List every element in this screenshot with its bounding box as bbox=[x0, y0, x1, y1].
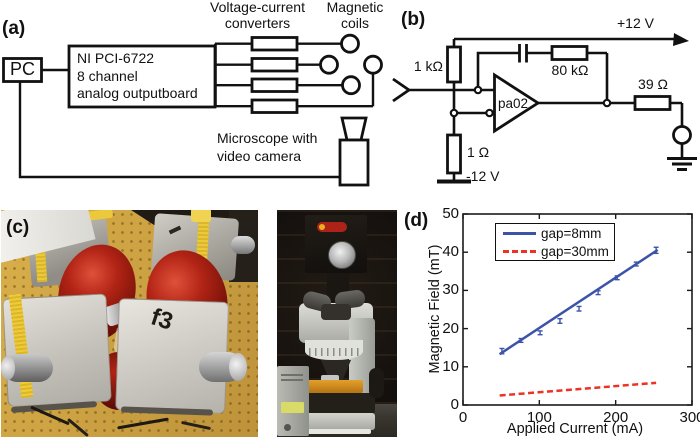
wires-converters-coils bbox=[297, 42, 375, 108]
x-tick-label: 0 bbox=[458, 409, 468, 426]
resistor-1k-label: 1 kΩ bbox=[413, 58, 443, 74]
magnetic-field-chart: gap=8mm gap=30mm Applied Current (mA) Ma… bbox=[427, 205, 700, 442]
supply-positive-label: +12 V bbox=[617, 15, 654, 31]
wire-feedback bbox=[476, 51, 609, 103]
y-tick-label: 20 bbox=[442, 319, 459, 337]
y-tick-label: 10 bbox=[442, 357, 459, 375]
panel-b-diagram bbox=[392, 33, 697, 184]
focus-knob bbox=[369, 368, 384, 398]
opamp-triangle bbox=[493, 72, 541, 134]
schematic-linework bbox=[2, 33, 697, 187]
shaft-cap-front-right bbox=[229, 353, 247, 381]
junction-output bbox=[602, 98, 612, 108]
motor-shaft-back-right bbox=[231, 236, 255, 254]
x-tick-label: 200 bbox=[603, 409, 629, 426]
resistor-80k bbox=[550, 45, 589, 61]
camera-body-icon bbox=[338, 138, 370, 187]
panel-a-diagram bbox=[2, 33, 383, 187]
converter-1 bbox=[250, 36, 299, 52]
microscope-photo bbox=[277, 210, 397, 437]
junction-inverting bbox=[473, 85, 483, 95]
converters-label: Voltage-current converters bbox=[210, 0, 305, 31]
legend-label: gap=30mm bbox=[541, 243, 609, 259]
camera-logo-badge bbox=[317, 222, 347, 232]
controller-label-sticker bbox=[281, 402, 304, 413]
x-axis-title: Applied Current (mA) bbox=[506, 421, 644, 437]
junction-noninv bbox=[485, 108, 494, 118]
y-tick-label: 50 bbox=[442, 205, 459, 222]
y-tick-label: 30 bbox=[442, 281, 459, 299]
legend-entry-gap30: gap=30mm bbox=[496, 243, 614, 260]
microscope-base bbox=[303, 413, 375, 430]
binocular-bridge bbox=[321, 304, 351, 320]
turret-markings bbox=[309, 348, 359, 356]
converter-2 bbox=[250, 57, 299, 73]
coil-symbol-2 bbox=[319, 54, 339, 75]
wire-pc-camera bbox=[18, 81, 340, 179]
supply-negative-label: -12 V bbox=[466, 168, 500, 184]
input-chevron-icon bbox=[392, 77, 410, 103]
microscope-label: Microscope with video camera bbox=[217, 130, 318, 164]
controller-box bbox=[277, 366, 309, 436]
axes-box bbox=[462, 213, 693, 406]
pc-box-label: PC bbox=[9, 59, 35, 79]
x-tick-label: 300 bbox=[679, 409, 700, 426]
converter-4 bbox=[250, 98, 299, 114]
coil-symbol-3 bbox=[341, 75, 361, 96]
series-line-gap=8mm bbox=[498, 248, 659, 356]
stage-sample-bits bbox=[321, 375, 339, 383]
series-line-gap=30mm bbox=[499, 381, 657, 397]
panel-c-label: (c) bbox=[6, 217, 30, 238]
y-tick-label: 40 bbox=[442, 243, 459, 261]
shaft-cap-front-left bbox=[1, 356, 15, 380]
controller-slot-1 bbox=[281, 374, 303, 376]
rail-arrowhead bbox=[673, 33, 689, 46]
resistor-80k-label: 80 kΩ bbox=[551, 62, 589, 78]
resistor-39 bbox=[633, 95, 672, 111]
wires-daq-converters bbox=[215, 42, 252, 108]
wire-to-coil bbox=[670, 101, 684, 127]
panel-b-label: (b) bbox=[401, 9, 426, 30]
stage-lower bbox=[287, 393, 375, 413]
daq-box-label: NI PCI-6722 8 channel analog outputboard bbox=[77, 50, 198, 101]
converter-3 bbox=[250, 77, 299, 93]
coil-symbol-1 bbox=[340, 33, 360, 54]
chart-plot-area bbox=[462, 213, 693, 406]
cable-tie-buckle-back-right bbox=[191, 210, 211, 222]
capacitor-symbol bbox=[518, 44, 528, 63]
coils-photo: f3 (c) bbox=[1, 210, 258, 437]
resistor-39-label: 39 Ω bbox=[638, 76, 668, 92]
controller-slot-2 bbox=[281, 379, 303, 381]
panel-d-label: (d) bbox=[404, 210, 429, 231]
camera-mount-knob bbox=[328, 241, 356, 269]
controller-knob bbox=[284, 424, 291, 431]
camera-logo-dot bbox=[319, 224, 325, 230]
coil-symbol-4 bbox=[363, 54, 383, 75]
coil-load-symbol bbox=[672, 125, 692, 145]
resistor-1ohm bbox=[446, 133, 462, 175]
legend-label: gap=8mm bbox=[541, 225, 602, 241]
coils-label: Magnetic coils bbox=[326, 0, 384, 31]
x-tick-label: 100 bbox=[526, 409, 552, 426]
ground-symbol-right bbox=[667, 157, 697, 171]
legend-line-dashed bbox=[503, 250, 536, 253]
camera-lens-icon bbox=[340, 116, 368, 142]
resistor-1k bbox=[446, 45, 462, 84]
opamp-label: pa02 bbox=[498, 96, 529, 111]
pc-box-outline bbox=[2, 57, 43, 83]
y-tick-label: 0 bbox=[450, 396, 459, 413]
microscope-foot bbox=[307, 429, 371, 434]
junction-sense bbox=[449, 108, 459, 118]
panel-a-label: (a) bbox=[2, 18, 26, 39]
legend-line-solid bbox=[503, 232, 536, 235]
chart-legend: gap=8mm gap=30mm bbox=[495, 223, 615, 261]
resistor-1ohm-label: 1 Ω bbox=[467, 144, 490, 160]
stage-plate-orange bbox=[293, 380, 363, 393]
legend-entry-gap8: gap=8mm bbox=[496, 225, 614, 242]
